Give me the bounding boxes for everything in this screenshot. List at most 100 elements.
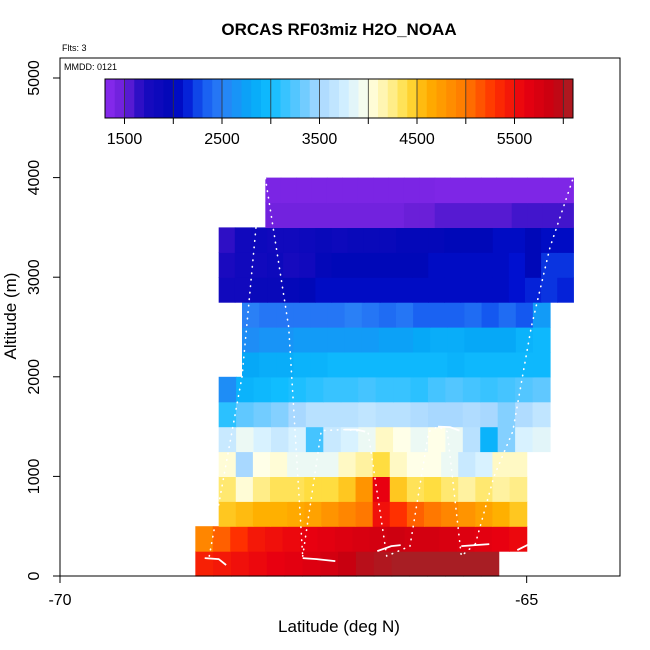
heatmap-cell: [218, 451, 237, 477]
colorbar-swatch: [300, 79, 311, 118]
heatmap-cell: [373, 202, 390, 228]
colorbar-swatch: [144, 79, 155, 118]
heatmap-cell: [379, 252, 397, 278]
heatmap-cell: [464, 327, 483, 353]
heatmap-cell: [234, 252, 252, 278]
heatmap-cell: [253, 426, 272, 453]
heatmap-cell: [334, 526, 353, 552]
heatmap-cell: [218, 501, 237, 527]
heatmap-cell: [480, 551, 500, 577]
heatmap-cell: [396, 351, 414, 378]
flight-track-solid: [437, 425, 460, 432]
heatmap-cell: [412, 277, 429, 303]
heatmap-cell: [509, 501, 528, 527]
heatmap-cell: [465, 202, 482, 228]
heatmap-cell: [480, 401, 499, 428]
heatmap-cell: [406, 451, 425, 477]
heatmap-cell: [321, 451, 340, 477]
colorbar-swatch: [456, 79, 467, 118]
heatmap-cell: [293, 327, 312, 353]
heatmap-cell: [524, 252, 542, 278]
heatmap-cell: [396, 227, 413, 253]
heatmap-cell: [311, 177, 328, 204]
heatmap-cell: [462, 376, 481, 403]
flight-track-dotted: [474, 176, 575, 545]
heatmap-cell: [492, 277, 510, 303]
heatmap-cell: [391, 551, 411, 577]
heatmap-cell: [389, 501, 408, 527]
heatmap-cell: [445, 426, 464, 453]
heatmap-cell: [413, 351, 431, 378]
heatmap-cell: [284, 551, 303, 577]
colorbar-swatch: [212, 79, 223, 118]
heatmap-cell: [557, 277, 574, 303]
heatmap-cell: [372, 476, 391, 502]
heatmap-cell: [375, 426, 394, 453]
heatmap-cell: [242, 327, 260, 353]
heatmap-cell: [458, 501, 476, 527]
heatmap-cell: [422, 526, 441, 552]
y-axis-label: Altitude (m): [1, 273, 20, 360]
heatmap-cell: [331, 227, 349, 253]
heatmap-cell: [410, 376, 429, 403]
heatmap-cell: [287, 476, 305, 502]
heatmap-cell: [218, 227, 236, 253]
colorbar-swatch: [514, 79, 525, 118]
heatmap-cell: [445, 401, 464, 428]
heatmap-cell: [427, 376, 446, 403]
heatmap-cell: [557, 202, 574, 228]
heatmap-cell: [288, 401, 307, 428]
heatmap-cell: [287, 451, 305, 477]
colorbar-swatch: [504, 79, 515, 118]
x-tick-label: -70: [48, 592, 71, 609]
heatmap-cell: [447, 351, 466, 378]
colorbar-swatch: [290, 79, 301, 118]
heatmap-cells: [195, 177, 574, 577]
heatmap-cell: [378, 302, 397, 328]
heatmap-cell: [304, 476, 322, 502]
heatmap-cell: [557, 177, 574, 204]
flight-track-solid: [376, 544, 401, 552]
heatmap-cell: [375, 376, 394, 403]
heatmap-cell: [358, 401, 377, 428]
heatmap-cell: [492, 451, 511, 477]
heatmap-cell: [259, 327, 277, 353]
heatmap-cell: [450, 177, 467, 204]
colorbar-swatch: [222, 79, 233, 118]
heatmap-cell: [311, 202, 328, 228]
heatmap-cell: [480, 177, 497, 204]
heatmap-cell: [310, 327, 329, 353]
colorbar-swatch: [173, 79, 184, 118]
heatmap-cell: [321, 501, 340, 527]
colorbar-swatch: [134, 79, 145, 118]
heatmap-cell: [358, 376, 377, 403]
colorbar-swatch: [251, 79, 262, 118]
heatmap-cell: [253, 376, 272, 403]
heatmap-cell: [532, 401, 551, 428]
heatmap-cell: [476, 277, 494, 303]
heatmap-cell: [541, 252, 558, 278]
heatmap-cell: [321, 476, 340, 502]
heatmap-cell: [428, 277, 445, 303]
heatmap-cell: [331, 252, 349, 278]
heatmap-cell: [267, 227, 284, 253]
colorbar-swatch: [417, 79, 428, 118]
heatmap-cell: [250, 227, 268, 253]
heatmap-cell: [372, 451, 391, 477]
heatmap-cell: [419, 177, 436, 204]
heatmap-cell: [541, 227, 558, 253]
y-tick-label: 0: [26, 571, 43, 580]
heatmap-cell: [498, 327, 517, 353]
colorbar-swatch: [553, 79, 564, 118]
flight-tracks: [204, 176, 575, 566]
heatmap-cell: [235, 476, 254, 502]
heatmap-cell: [305, 426, 324, 453]
heatmap-cell: [430, 327, 448, 353]
heatmap-cell: [496, 202, 513, 228]
heatmap-cell: [424, 476, 442, 502]
heatmap-cell: [403, 177, 420, 204]
heatmap-cell: [424, 501, 442, 527]
chart-title: ORCAS RF03miz H2O_NOAA: [221, 20, 456, 39]
heatmap-cell: [410, 426, 429, 453]
heatmap-cell: [497, 401, 516, 428]
